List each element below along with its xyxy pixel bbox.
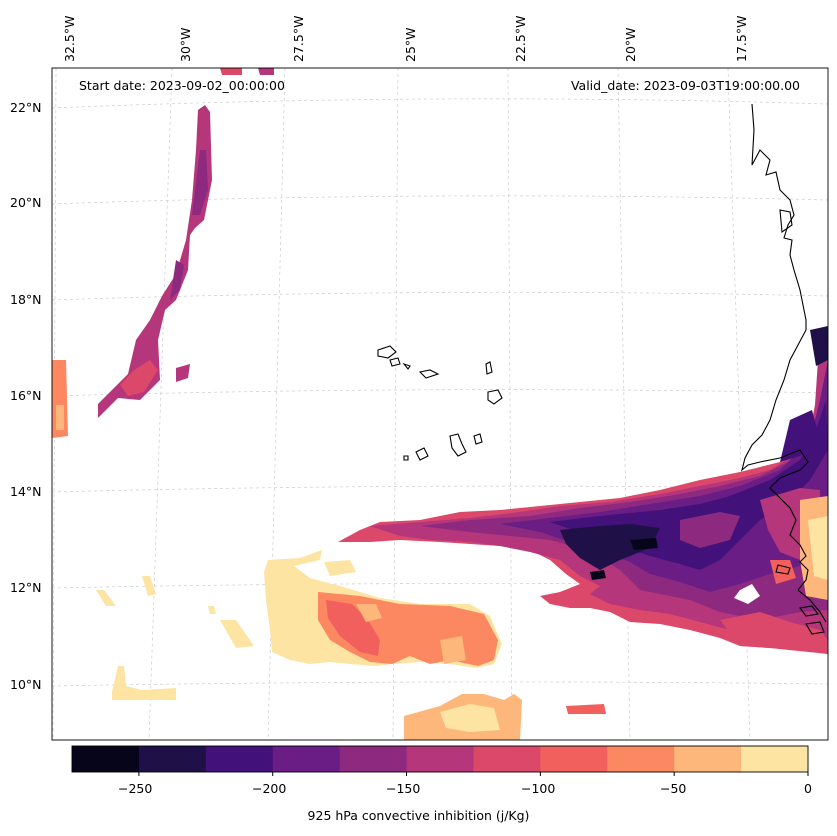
- colorbar-segment: [72, 746, 140, 772]
- lat-label: 12°N: [10, 580, 42, 595]
- lat-label: 20°N: [10, 195, 42, 210]
- lon-label: 27.5°W: [291, 15, 306, 62]
- colorbar-segment: [339, 746, 408, 772]
- colorbar-frame: [71, 745, 809, 773]
- colorbar-tick-label: −100: [521, 781, 556, 796]
- lat-label: 16°N: [10, 388, 42, 403]
- colorbar-segment: [138, 746, 207, 772]
- colorbar-tick-label: −200: [252, 781, 287, 796]
- colorbar: [71, 745, 809, 776]
- lat-label: 14°N: [10, 484, 42, 499]
- map-frame: [51, 67, 829, 741]
- colorbar-tick-label: −50: [660, 781, 687, 796]
- colorbar-segment: [406, 746, 474, 772]
- colorbar-tick-label: −150: [386, 781, 421, 796]
- lon-label: 20°W: [623, 27, 638, 62]
- lon-label: 25°W: [403, 27, 418, 62]
- lat-label: 22°N: [10, 100, 42, 115]
- lat-label: 10°N: [10, 677, 42, 692]
- colorbar-segment: [607, 746, 675, 772]
- colorbar-segment: [205, 746, 274, 772]
- colorbar-segment: [272, 746, 341, 772]
- start-date: Start date: 2023-09-02_00:00:00: [79, 78, 285, 93]
- lat-label: 18°N: [10, 292, 42, 307]
- colorbar-segment: [473, 746, 541, 772]
- lon-label: 30°W: [178, 27, 193, 62]
- valid-date: Valid_date: 2023-09-03T19:00:00.00: [570, 78, 800, 93]
- lon-label: 32.5°W: [62, 15, 77, 62]
- lon-label: 17.5°W: [734, 15, 749, 62]
- colorbar-tick-label: 0: [804, 781, 812, 796]
- colorbar-segment: [540, 746, 608, 772]
- colorbar-tick-label: −250: [118, 781, 153, 796]
- lon-label: 22.5°W: [513, 15, 528, 62]
- cin-contours: [52, 68, 828, 740]
- colorbar-segment: [674, 746, 742, 772]
- coastline: [377, 103, 827, 635]
- colorbar-label: 925 hPa convective inhibition (j/Kg): [307, 808, 530, 823]
- colorbar-segment: [741, 746, 809, 772]
